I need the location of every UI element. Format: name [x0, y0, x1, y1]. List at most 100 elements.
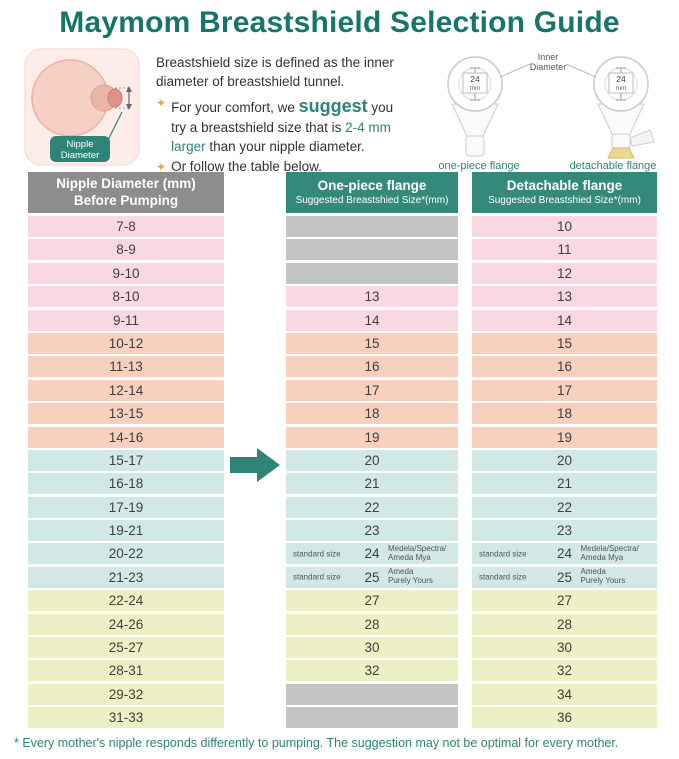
detachable-flange-caption: detachable flange [569, 160, 657, 172]
one-piece-size-cell [286, 239, 458, 261]
intro-text: Breastshield size is defined as the inne… [144, 48, 414, 177]
nipple-range-cell: 31-33 [28, 707, 224, 729]
one-piece-size-cell: 21 [286, 473, 458, 495]
detachable-size-cell: 32 [472, 660, 657, 682]
one-piece-size-cell: 17 [286, 379, 458, 401]
one-piece-size-cell: 19 [286, 426, 458, 448]
standard-size-label: standard size [293, 572, 341, 582]
one-piece-size-cell: 14 [286, 309, 458, 331]
nipple-diameter-label: Diameter [61, 150, 100, 161]
size-value: 25 [364, 569, 380, 585]
nipple-range-cell: 9-11 [28, 309, 224, 331]
column-nipple-diameter: Nipple Diameter (mm) Before Pumping 7-8 8… [28, 172, 224, 731]
flange-captions: one-piece flange detachable flange [414, 160, 679, 172]
sparkle-icon: ✦ [156, 96, 167, 111]
one-piece-size-cell: 23 [286, 520, 458, 542]
one-piece-size-cell: 20 [286, 449, 458, 471]
nipple-diameter-illustration: Nipple Diameter [24, 48, 144, 173]
column-one-piece: One-piece flange Suggested Breastshied S… [286, 172, 458, 731]
pump-brand-note: Ameda Purely Yours [580, 567, 626, 586]
one-piece-size-cell [286, 683, 458, 705]
detachable-size-cell: standard size 24 Medela/Spectra/Ameda Mya [472, 543, 657, 565]
nipple-range-cell: 29-32 [28, 683, 224, 705]
header-line: Suggested Breastshied Size*(mm) [488, 195, 641, 207]
one-piece-size-cell: 18 [286, 403, 458, 425]
one-piece-size-cell [286, 262, 458, 284]
detachable-size-cell: 30 [472, 637, 657, 659]
size-range-highlight: 2-4 mm larger [171, 120, 391, 154]
follow-table-text: Or follow the table below. [171, 159, 322, 175]
footnote: * Every mother's nipple responds differe… [14, 735, 619, 750]
selection-table: Nipple Diameter (mm) Before Pumping 7-8 8… [0, 170, 679, 731]
detachable-size-cell: 14 [472, 309, 657, 331]
nipple-range-cell: 25-27 [28, 637, 224, 659]
column-header-one-piece: One-piece flange Suggested Breastshied S… [286, 172, 458, 213]
detachable-size-cell: 27 [472, 590, 657, 612]
pump-brand-note: Medela/Spectra/Ameda Mya [388, 544, 447, 562]
mm-unit-label: mm [616, 85, 627, 92]
one-piece-size-cell: 15 [286, 332, 458, 354]
column-header-nipple: Nipple Diameter (mm) Before Pumping [28, 172, 224, 213]
detachable-size-cell: 18 [472, 403, 657, 425]
inner-diameter-label: Diameter [530, 62, 567, 72]
nipple-range-cell: 24-26 [28, 613, 224, 635]
detachable-size-cell: 28 [472, 613, 657, 635]
detachable-size-cell: 23 [472, 520, 657, 542]
nipple-range-cell: 13-15 [28, 403, 224, 425]
detachable-size-cell: 20 [472, 449, 657, 471]
nipple-rows: 7-8 8-9 9-10 8-10 9-11 10-12 11-13 12-14 13-15 14… [28, 216, 224, 731]
mm-unit-label: mm [470, 85, 481, 92]
one-piece-size-cell: 13 [286, 286, 458, 308]
suggestion-part: you try a breastshield size that is [171, 100, 394, 136]
one-piece-size-cell: 22 [286, 496, 458, 518]
detachable-size-cell: 34 [472, 683, 657, 705]
pump-brand-note: Medela/Spectra/Ameda Mya [580, 544, 639, 562]
detachable-size-cell: standard size 25 Ameda Purely Yours [472, 566, 657, 588]
nipple-range-cell: 17-19 [28, 496, 224, 518]
info-section: Nipple Diameter Breastshield size is def… [0, 42, 679, 174]
detachable-size-cell: 19 [472, 426, 657, 448]
size-24-label: 24 [616, 74, 626, 84]
one-piece-size-cell [286, 216, 458, 237]
detachable-rows: 10 11 12 13 14 15 16 17 18 19 20 21 22 23 standard siz… [472, 216, 657, 731]
nipple-range-cell: 14-16 [28, 426, 224, 448]
nipple-range-cell: 10-12 [28, 332, 224, 354]
one-piece-size-cell: 28 [286, 613, 458, 635]
nipple-range-cell: 19-21 [28, 520, 224, 542]
detachable-size-cell: 21 [472, 473, 657, 495]
suggestion-part: than your nipple diameter. [205, 138, 365, 154]
breast-diagram-icon: Nipple Diameter [24, 48, 140, 166]
nipple-range-cell: 9-10 [28, 262, 224, 284]
one-piece-size-cell [286, 707, 458, 729]
sparkle-icon: ✦ [156, 160, 167, 175]
column-detachable: Detachable flange Suggested Breastshied … [472, 172, 657, 731]
header-line: Suggested Breastshied Size*(mm) [295, 195, 449, 207]
nipple-range-cell: 16-18 [28, 473, 224, 495]
nipple-range-cell: 28-31 [28, 660, 224, 682]
detachable-size-cell: 15 [472, 332, 657, 354]
one-piece-size-cell: 32 [286, 660, 458, 682]
one-piece-size-cell: 30 [286, 637, 458, 659]
table-bullet: ✦ Or follow the table below. [156, 158, 408, 177]
inner-diameter-label: Inner [538, 52, 559, 62]
detachable-size-cell: 16 [472, 356, 657, 378]
size-value: 24 [556, 546, 573, 562]
nipple-range-cell: 12-14 [28, 379, 224, 401]
nipple-range-cell: 22-24 [28, 590, 224, 612]
definition-text: Breastshield size is defined as the inne… [156, 55, 394, 89]
one-piece-size-cell: standard size 25 Ameda Purely Yours [286, 566, 458, 588]
detachable-size-cell: 11 [472, 239, 657, 261]
detachable-size-cell: 17 [472, 379, 657, 401]
page-title: Maymom Breastshield Selection Guide [59, 6, 620, 39]
detachable-size-cell: 10 [472, 216, 657, 237]
header-line: One-piece flange [317, 177, 427, 193]
detachable-size-cell: 22 [472, 496, 657, 518]
header-line: Nipple Diameter (mm) [56, 175, 196, 191]
standard-size-label: standard size [479, 549, 527, 559]
nipple-range-cell: 15-17 [28, 449, 224, 471]
nipple-range-cell: 7-8 [28, 216, 224, 237]
one-piece-size-cell: standard size 24 Medela/Spectra/Ameda Mya [286, 543, 458, 565]
header-line: Detachable flange [506, 177, 623, 193]
arrow-right-icon [230, 448, 280, 482]
